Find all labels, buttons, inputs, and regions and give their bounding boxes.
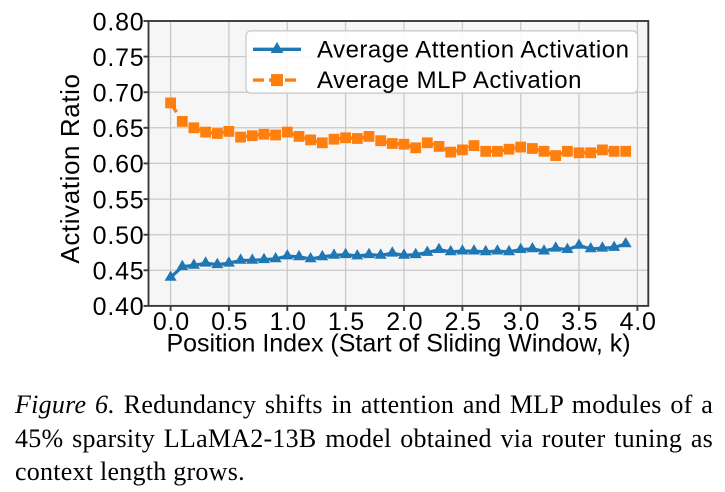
svg-text:0.45: 0.45 (93, 258, 145, 286)
svg-text:Average Attention Activation: Average Attention Activation (317, 36, 629, 63)
svg-text:2.0: 2.0 (386, 308, 423, 336)
svg-text:0.55: 0.55 (93, 186, 145, 214)
svg-text:0.65: 0.65 (93, 115, 145, 143)
svg-text:Average MLP Activation: Average MLP Activation (317, 67, 582, 94)
svg-text:0.50: 0.50 (93, 222, 145, 250)
svg-text:1.0: 1.0 (270, 308, 307, 336)
svg-text:3.5: 3.5 (561, 308, 598, 336)
svg-text:0.5: 0.5 (211, 308, 248, 336)
svg-text:0.0: 0.0 (153, 308, 190, 336)
svg-text:0.80: 0.80 (93, 8, 145, 36)
svg-text:3.0: 3.0 (503, 308, 540, 336)
svg-text:0.40: 0.40 (93, 293, 145, 321)
svg-text:0.75: 0.75 (93, 44, 145, 72)
svg-text:4.0: 4.0 (620, 308, 657, 336)
svg-text:Position Index (Start of Slidi: Position Index (Start of Sliding Window,… (166, 330, 630, 358)
svg-text:1.5: 1.5 (328, 308, 365, 336)
svg-text:0.60: 0.60 (93, 151, 145, 179)
svg-text:Activation Ratio: Activation Ratio (55, 73, 85, 263)
svg-text:0.70: 0.70 (93, 80, 145, 108)
svg-text:2.5: 2.5 (445, 308, 482, 336)
